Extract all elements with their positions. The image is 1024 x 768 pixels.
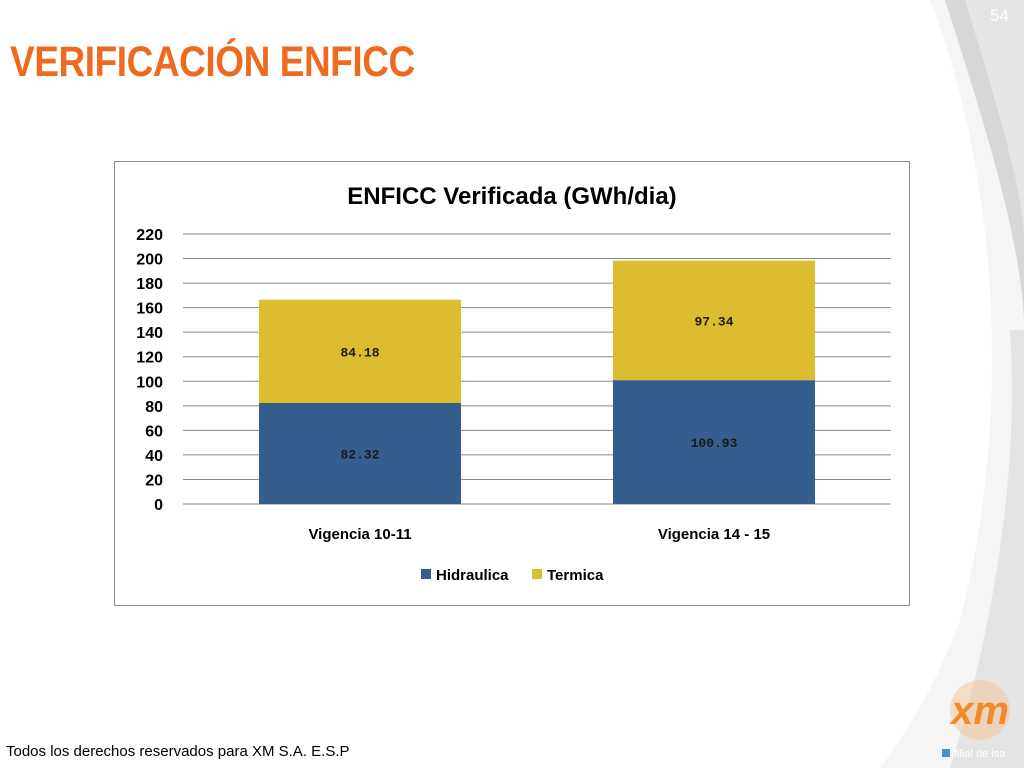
- y-tick-label: 80: [145, 399, 163, 416]
- xm-logo: xm filial de isa: [942, 680, 1010, 760]
- footer-copyright: Todos los derechos reservados para XM S.…: [6, 743, 350, 760]
- x-tick-label: Vigencia 10-11: [308, 526, 411, 543]
- chart-frame: ENFICC Verificada (GWh/dia) 0 20 40 60 80 100…: [114, 161, 910, 606]
- legend-label: Hidraulica: [436, 567, 509, 584]
- bar-hidraulica-1: [259, 402, 461, 504]
- x-tick-label: Vigencia 14 - 15: [658, 526, 770, 543]
- y-tick-label: 0: [154, 497, 163, 514]
- logo-tagline: filial de isa: [954, 748, 1006, 760]
- y-tick-label: 160: [136, 301, 163, 318]
- bar-termica-1: [259, 299, 461, 403]
- bar-hidraulica-2: [613, 380, 815, 504]
- bar-termica-2: [613, 260, 815, 381]
- y-axis-ticks: 0 20 40 60 80 100 120 140 160 180 200 220: [136, 227, 163, 514]
- y-tick-label: 220: [136, 227, 163, 244]
- x-axis-ticks: Vigencia 10-11 Vigencia 14 - 15: [308, 526, 770, 543]
- y-tick-label: 200: [136, 252, 163, 269]
- slide-title: VERIFICACIÓN ENFICC: [10, 38, 415, 86]
- legend: Hidraulica Termica: [421, 567, 604, 584]
- logo-text: xm: [949, 689, 1009, 733]
- bars: 82.32 84.18 100.93 97.34: [259, 260, 815, 504]
- y-tick-label: 60: [145, 423, 163, 440]
- legend-swatch: [421, 569, 431, 579]
- y-tick-label: 40: [145, 448, 163, 465]
- y-tick-label: 20: [145, 472, 163, 489]
- y-tick-label: 140: [136, 325, 163, 342]
- data-label: 84.18: [340, 345, 379, 360]
- data-label: 100.93: [691, 436, 738, 451]
- legend-swatch: [532, 569, 542, 579]
- y-tick-label: 100: [136, 374, 163, 391]
- page-number: 54: [990, 6, 1009, 25]
- y-tick-label: 120: [136, 350, 163, 367]
- y-tick-label: 180: [136, 276, 163, 293]
- stacked-bar-chart: ENFICC Verificada (GWh/dia) 0 20 40 60 80 100…: [136, 183, 891, 584]
- data-label: 97.34: [694, 314, 733, 329]
- legend-label: Termica: [547, 567, 604, 584]
- data-label: 82.32: [340, 447, 379, 462]
- chart-title: ENFICC Verificada (GWh/dia): [347, 183, 676, 210]
